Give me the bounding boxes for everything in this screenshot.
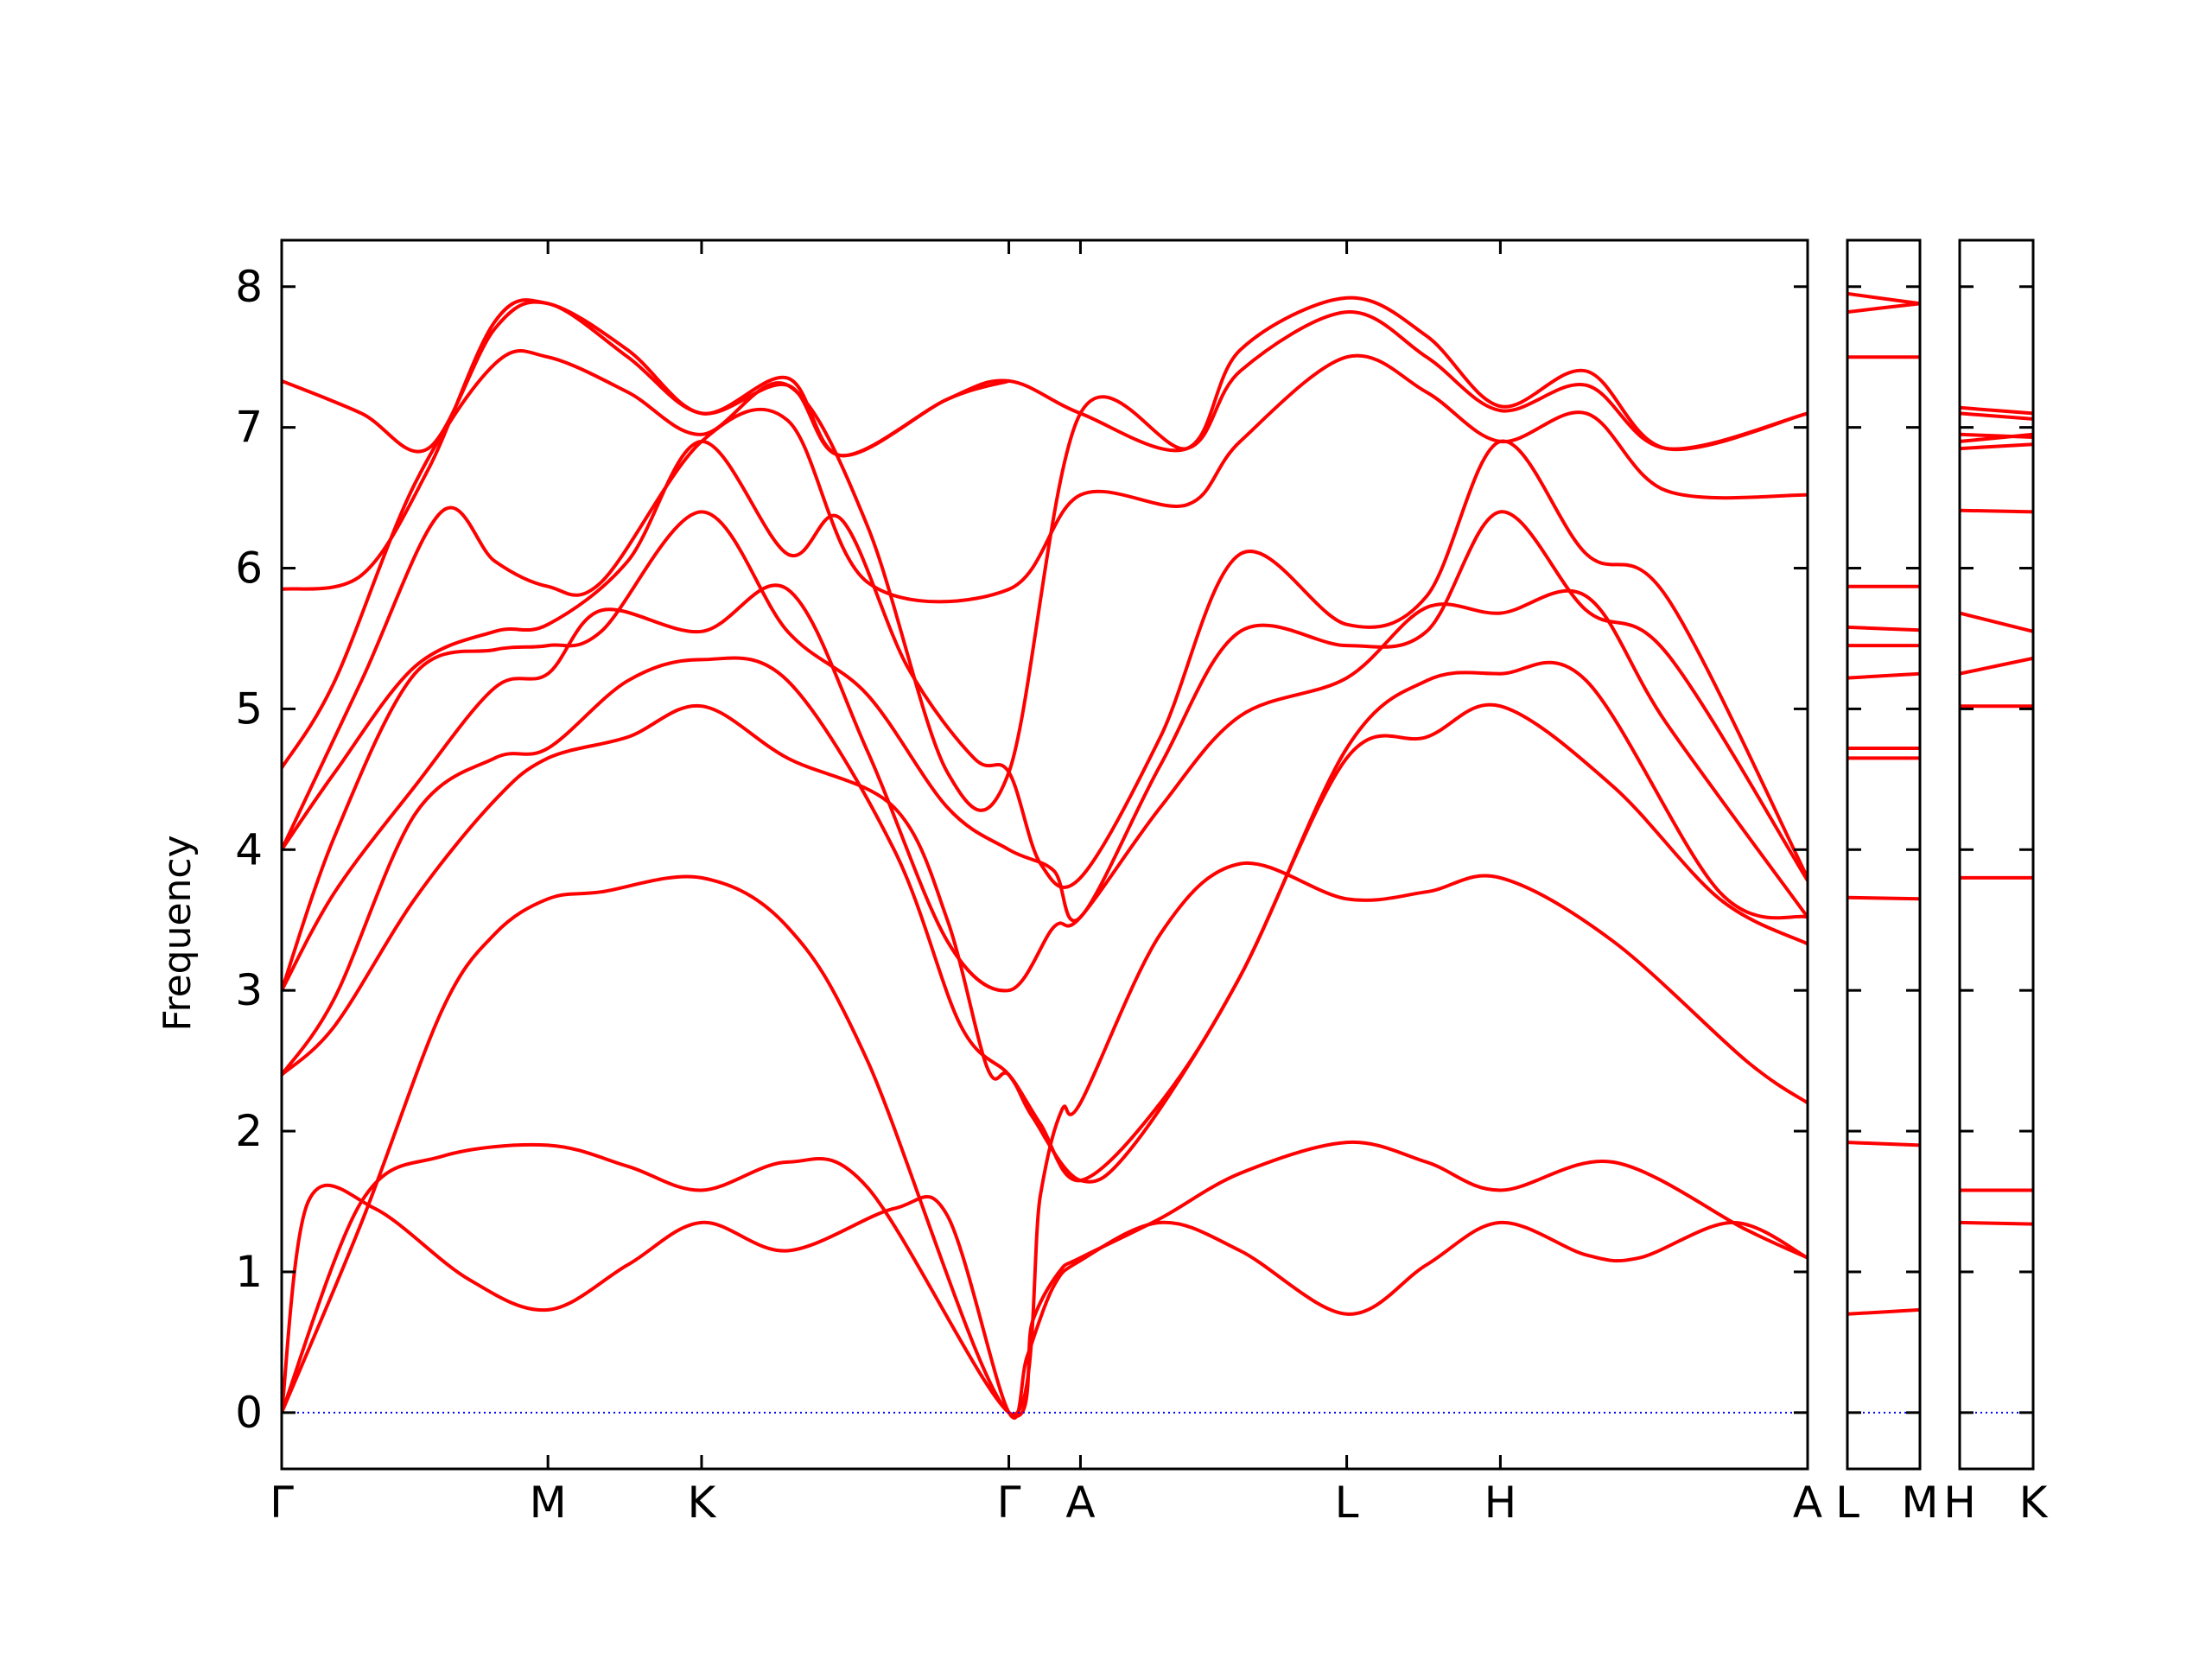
- x-tick-label: A: [1065, 1478, 1095, 1528]
- band-line-main-8: [282, 439, 1808, 889]
- y-tick-label: 6: [235, 543, 263, 594]
- band-line-main-12: [282, 300, 1011, 458]
- y-tick-label: 8: [235, 262, 263, 312]
- band-line-main-1: [282, 1183, 1808, 1421]
- panel-frame-main: [280, 238, 1809, 1471]
- x-tick-label: M: [530, 1478, 567, 1528]
- panel-frame-HK: [1958, 238, 2035, 1471]
- panel-bands-main: [282, 296, 1808, 1421]
- y-axis-label: Frequency: [156, 835, 200, 1031]
- x-tick-label: K: [688, 1478, 717, 1528]
- band-line-main-9: [282, 353, 1808, 852]
- band-line-LM-1: [1847, 1307, 1920, 1316]
- band-line-main-10: [282, 310, 1808, 812]
- y-tick-label: 1: [235, 1247, 263, 1297]
- band-lines: [282, 291, 2033, 1421]
- band-line-LM-2: [1847, 1141, 1920, 1147]
- y-tick-label: 7: [235, 403, 263, 453]
- band-line-HK-5: [1960, 656, 2033, 676]
- x-tick-label: A: [1793, 1478, 1822, 1528]
- x-tick-label: K: [2019, 1478, 2049, 1528]
- band-line-LM-12: [1847, 291, 1920, 306]
- band-line-HK-8: [1960, 442, 2033, 451]
- band-line-HK-11: [1960, 411, 2033, 421]
- panel-frame-LM: [1846, 238, 1922, 1471]
- panel-frames: [280, 238, 2035, 1471]
- panel-bands-HK: [1960, 405, 2033, 1226]
- y-tick-label: 0: [235, 1388, 263, 1438]
- x-tick-label: L: [1835, 1478, 1859, 1528]
- band-line-main-2: [282, 1140, 1808, 1418]
- band-line-main-11: [282, 296, 1808, 591]
- panel-bands-LM: [1847, 291, 1920, 1316]
- x-tick-label: H: [1484, 1478, 1517, 1528]
- axis-ticks: [282, 240, 2033, 1469]
- band-line-HK-7: [1960, 508, 2033, 514]
- x-tick-label: M: [1901, 1478, 1938, 1528]
- band-line-HK-12: [1960, 405, 2033, 416]
- band-line-main-4: [282, 702, 1808, 1183]
- band-line-LM-11: [1847, 302, 1920, 315]
- band-line-main-3: [282, 861, 1808, 1416]
- y-tick-label: 5: [235, 683, 263, 734]
- band-line-main-5: [282, 656, 1808, 1184]
- band-line-LM-8: [1847, 625, 1920, 632]
- x-tick-label: Γ: [997, 1478, 1021, 1528]
- band-line-LM-6: [1847, 671, 1920, 680]
- band-line-HK-9: [1960, 432, 2033, 443]
- band-line-HK-1: [1960, 1220, 2033, 1226]
- band-line-LM-3: [1847, 895, 1920, 901]
- band-line-main-6: [282, 583, 1808, 993]
- x-tick-label: H: [1943, 1478, 1976, 1528]
- y-tick-label: 2: [235, 1106, 263, 1156]
- x-tick-label: Γ: [270, 1478, 294, 1528]
- band-line-HK-6: [1960, 611, 2033, 633]
- y-tick-label: 3: [235, 965, 263, 1015]
- band-line-main-7: [282, 510, 1808, 993]
- band-line-HK-10: [1960, 432, 2033, 439]
- y-tick-label: 4: [235, 824, 263, 874]
- x-tick-label: L: [1335, 1478, 1359, 1528]
